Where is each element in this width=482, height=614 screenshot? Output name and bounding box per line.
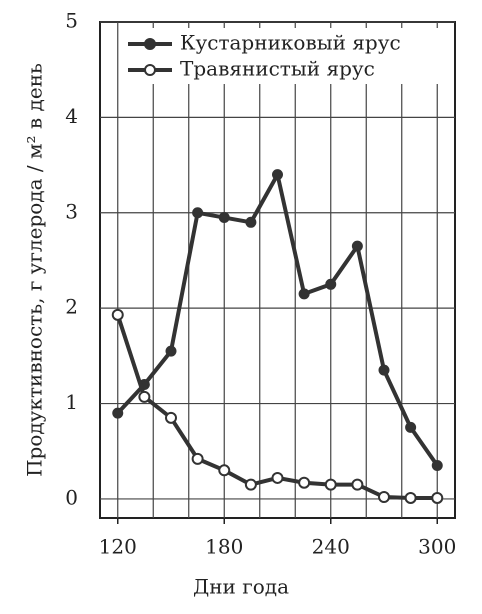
data-point — [378, 364, 390, 376]
data-point — [245, 216, 257, 228]
legend-label: Кустарниковый ярус — [180, 31, 401, 55]
data-point — [351, 240, 363, 252]
data-point — [112, 407, 124, 419]
data-point — [404, 491, 417, 504]
data-point — [192, 207, 204, 219]
y-tick-label: 5 — [65, 9, 78, 33]
data-point — [271, 471, 284, 484]
y-tick-label: 4 — [65, 104, 78, 128]
legend-marker — [144, 38, 156, 50]
data-point — [298, 476, 311, 489]
data-point — [218, 212, 230, 224]
y-axis-label: Продуктивность, г углерода / м² в день — [23, 63, 47, 477]
y-tick-label: 1 — [65, 390, 78, 414]
data-point — [165, 345, 177, 357]
series-line — [115, 314, 438, 500]
legend-marker — [144, 64, 156, 76]
x-tick-label: 300 — [418, 535, 456, 559]
data-point — [431, 491, 444, 504]
x-axis-label: Дни года — [193, 575, 289, 599]
data-point — [351, 478, 364, 491]
y-tick-label: 0 — [65, 485, 78, 509]
legend-label: Травянистый ярус — [180, 57, 375, 81]
legend-box — [122, 28, 444, 84]
data-point — [244, 478, 257, 491]
data-point — [111, 308, 124, 321]
data-point — [165, 411, 177, 424]
data-point — [324, 478, 337, 491]
x-tick-label: 120 — [99, 535, 137, 559]
data-point — [325, 278, 337, 290]
x-tick-label: 180 — [205, 535, 243, 559]
x-tick-label: 240 — [312, 535, 350, 559]
data-point — [191, 452, 204, 465]
y-tick-label: 3 — [65, 199, 78, 223]
data-point — [298, 288, 310, 300]
data-point — [431, 460, 443, 472]
data-point — [218, 464, 231, 477]
data-point — [272, 169, 283, 181]
series-line — [116, 169, 439, 467]
data-point — [405, 421, 417, 433]
data-point — [378, 491, 390, 504]
data-point — [138, 390, 151, 403]
y-tick-label: 2 — [65, 295, 78, 319]
